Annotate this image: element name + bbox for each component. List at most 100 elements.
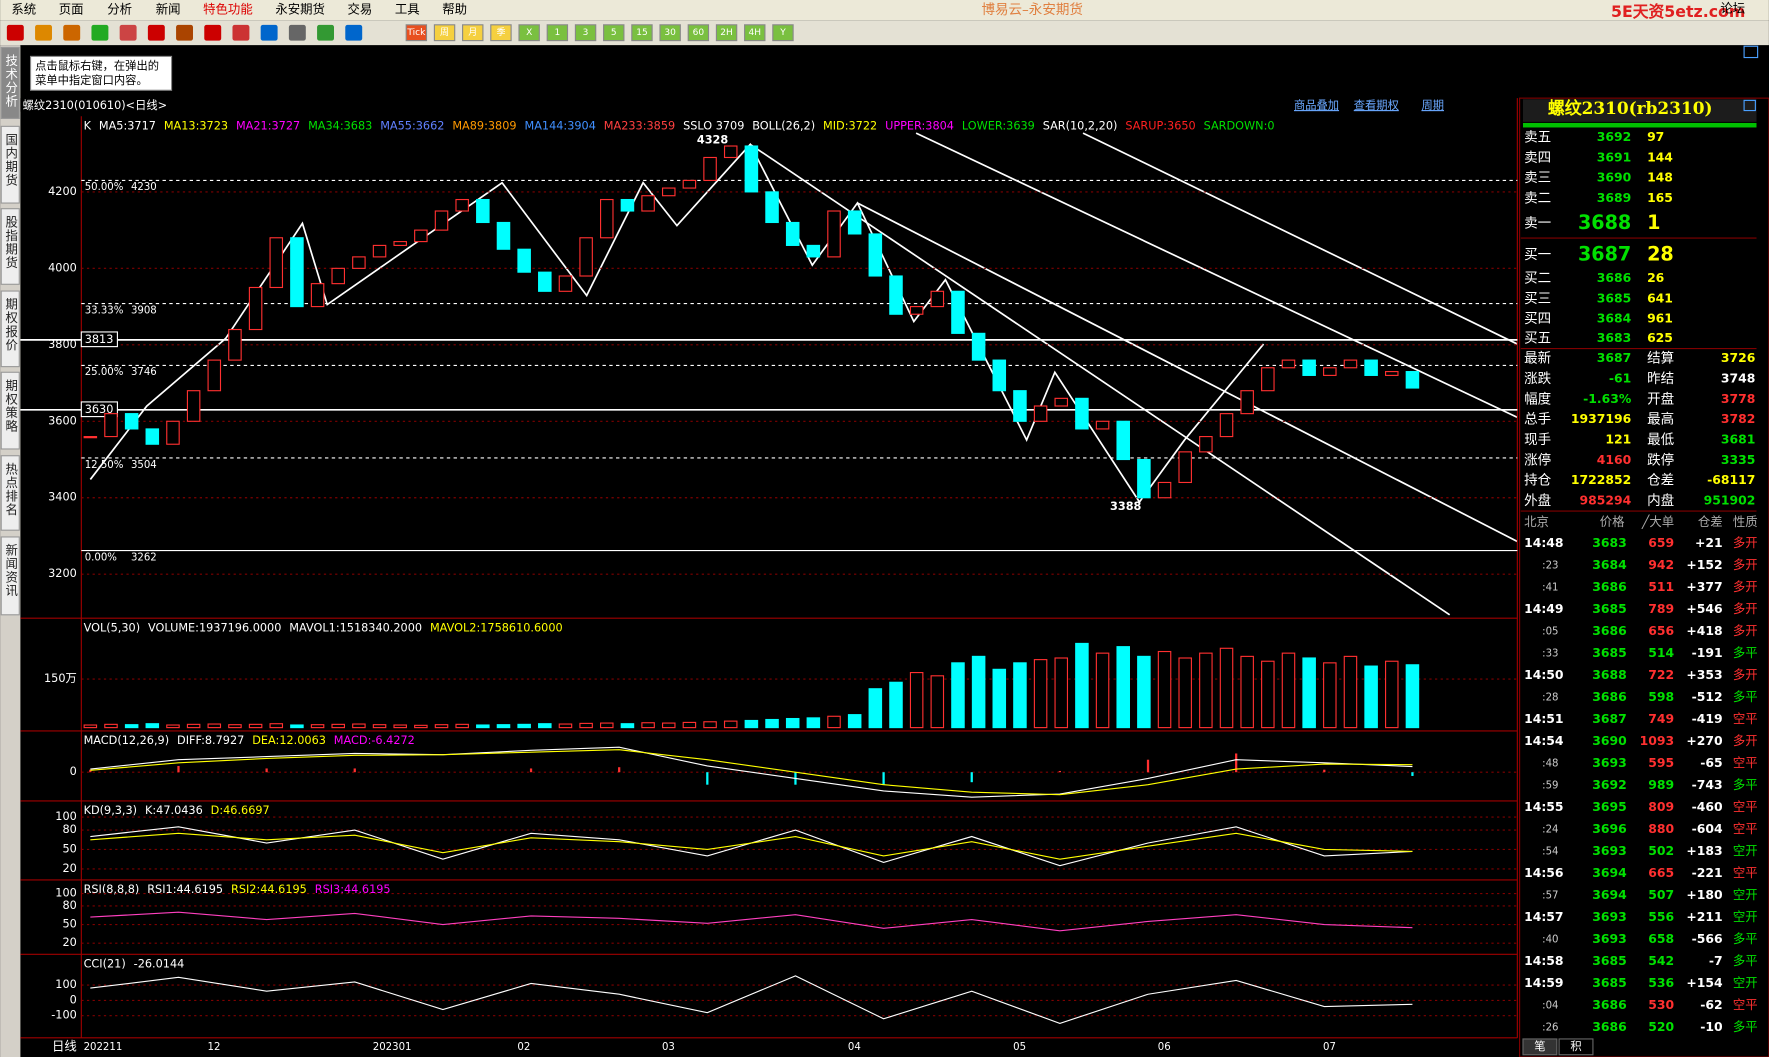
side-tab[interactable] bbox=[0, 371, 20, 450]
side-tab[interactable] bbox=[0, 46, 20, 120]
volume-bar bbox=[930, 675, 945, 729]
tick-price: 3686 bbox=[1592, 579, 1627, 594]
candle bbox=[744, 145, 759, 193]
stat-value: 3726 bbox=[1721, 350, 1756, 365]
tick-oi-change: -191 bbox=[1692, 645, 1723, 660]
window-button[interactable] bbox=[1743, 45, 1759, 59]
toolbar-icon[interactable] bbox=[6, 24, 24, 41]
toolbar-button[interactable] bbox=[433, 24, 456, 42]
toolbar-button[interactable] bbox=[659, 24, 681, 42]
volume-bar bbox=[434, 724, 449, 729]
volume-bar bbox=[1095, 652, 1110, 729]
side-tab[interactable] bbox=[0, 455, 20, 531]
chart-link[interactable]: 查看期权 bbox=[1354, 98, 1399, 112]
candle bbox=[827, 210, 841, 258]
volume-bar bbox=[124, 724, 139, 729]
legend-item: VOLUME:1937196.0000 bbox=[148, 621, 281, 634]
x-tick-label: 03 bbox=[662, 1042, 675, 1053]
toolbar-button[interactable] bbox=[715, 24, 738, 42]
tick-time: 14:49 bbox=[1524, 601, 1563, 616]
side-tab[interactable] bbox=[0, 208, 20, 285]
toolbar-icon[interactable] bbox=[119, 24, 137, 41]
toolbar-button[interactable] bbox=[744, 24, 766, 42]
toolbar-icon[interactable] bbox=[204, 24, 222, 41]
x-tick-label: 02 bbox=[517, 1042, 530, 1053]
chart-link[interactable]: 周期 bbox=[1421, 99, 1444, 112]
side-tab[interactable] bbox=[0, 290, 20, 368]
toolbar-button[interactable] bbox=[405, 24, 428, 42]
tick-type: 多平 bbox=[1733, 689, 1758, 704]
candle bbox=[1364, 359, 1378, 376]
toolbar-icon[interactable] bbox=[91, 24, 109, 41]
volume-bar bbox=[1137, 655, 1151, 729]
toolbar-icon[interactable] bbox=[63, 24, 81, 41]
quote-tab[interactable] bbox=[1558, 1038, 1594, 1056]
tick-volume: 1093 bbox=[1640, 733, 1675, 748]
level-box bbox=[80, 331, 118, 348]
book-label: 买一 bbox=[1524, 247, 1551, 263]
toolbar-icon[interactable] bbox=[35, 24, 52, 41]
forum-link[interactable]: 论坛 bbox=[1720, 1, 1745, 16]
toolbar-button[interactable] bbox=[687, 24, 710, 42]
tick-oi-change: +183 bbox=[1686, 843, 1722, 858]
indicator-line bbox=[90, 826, 1413, 867]
volume-bar bbox=[83, 724, 98, 729]
menu-item[interactable]: 页面 bbox=[59, 2, 84, 17]
toolbar-icon[interactable] bbox=[176, 24, 193, 41]
toolbar-button[interactable] bbox=[518, 24, 540, 42]
toolbar-button[interactable] bbox=[603, 24, 625, 42]
volume-bar bbox=[1013, 662, 1027, 729]
tick-volume: 542 bbox=[1648, 953, 1674, 968]
legend-item: MA233:3859 bbox=[604, 119, 675, 132]
trend-line bbox=[749, 143, 1451, 616]
toolbar-button[interactable] bbox=[631, 24, 653, 42]
menu-item[interactable]: 特色功能 bbox=[203, 2, 253, 17]
menu-item[interactable]: 分析 bbox=[107, 2, 132, 17]
toolbar-label: 季 bbox=[496, 26, 505, 38]
stat-label: 开盘 bbox=[1647, 390, 1674, 407]
toolbar-icon[interactable] bbox=[288, 24, 306, 41]
side-tab[interactable] bbox=[0, 125, 20, 204]
toolbar-button[interactable] bbox=[546, 24, 569, 42]
chart-link[interactable]: 商品叠加 bbox=[1294, 98, 1339, 112]
toolbar-button[interactable] bbox=[574, 24, 597, 42]
toolbar-button[interactable] bbox=[772, 24, 794, 42]
side-tab[interactable] bbox=[0, 536, 20, 616]
fib-label: 50.00% bbox=[85, 182, 124, 193]
toolbar-icon[interactable] bbox=[317, 24, 335, 41]
menu-item[interactable]: 工具 bbox=[395, 2, 420, 17]
menu-item[interactable]: 永安期货 bbox=[275, 2, 325, 17]
volume-bar bbox=[166, 724, 180, 729]
stat-value: -1.63% bbox=[1583, 391, 1632, 406]
toolbar-label: 2H bbox=[720, 28, 733, 38]
stat-value: 4160 bbox=[1597, 452, 1632, 467]
level-label: 3630 bbox=[85, 403, 114, 416]
toolbar-icon[interactable] bbox=[147, 24, 165, 41]
quote-tab[interactable] bbox=[1522, 1038, 1558, 1056]
tick-oi-change: +211 bbox=[1686, 909, 1722, 924]
tick-volume: 989 bbox=[1648, 777, 1674, 792]
toolbar-icon[interactable] bbox=[345, 24, 363, 41]
candle bbox=[83, 436, 98, 439]
y-tick-label: 100 bbox=[55, 810, 77, 823]
toolbar-icon[interactable] bbox=[260, 24, 278, 41]
book-label: 卖二 bbox=[1524, 191, 1551, 207]
tick-oi-change: -7 bbox=[1709, 953, 1723, 968]
menu-item[interactable]: 交易 bbox=[348, 2, 373, 17]
candle bbox=[1385, 371, 1399, 376]
panel-button[interactable] bbox=[1743, 99, 1756, 112]
level-label: 3813 bbox=[85, 333, 114, 346]
toolbar-icon[interactable] bbox=[232, 24, 250, 41]
menu-item[interactable]: 帮助 bbox=[442, 2, 467, 17]
candle bbox=[290, 237, 304, 308]
menu-item[interactable]: 新闻 bbox=[156, 2, 181, 17]
volume-bar bbox=[1364, 665, 1378, 729]
toolbar-button[interactable] bbox=[462, 24, 484, 42]
menu-item[interactable]: 系统 bbox=[11, 2, 36, 17]
tick-time: :59 bbox=[1542, 781, 1558, 792]
volume-bar bbox=[847, 714, 862, 729]
toolbar-button[interactable] bbox=[490, 24, 512, 42]
tick-time: :33 bbox=[1542, 649, 1558, 660]
stat-value: 985294 bbox=[1580, 492, 1632, 507]
legend-item: BOLL(26,2) bbox=[752, 119, 815, 132]
